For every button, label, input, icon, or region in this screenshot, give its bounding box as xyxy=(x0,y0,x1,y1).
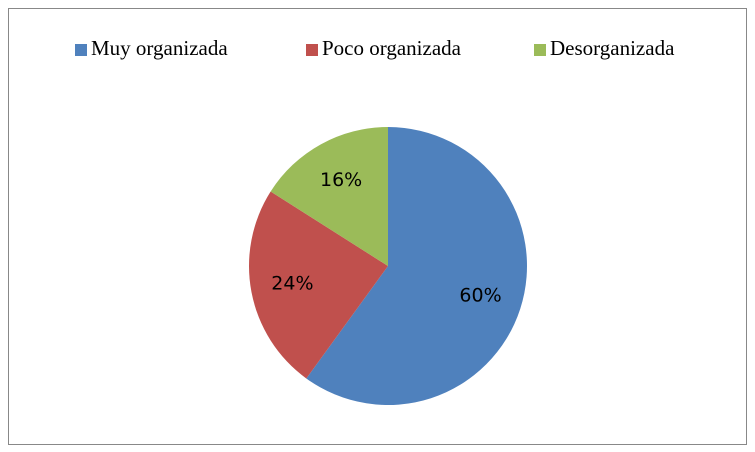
pie-slice xyxy=(249,191,388,379)
pie-slice xyxy=(306,127,528,406)
legend-label: Desorganizada xyxy=(550,36,675,60)
legend-swatch xyxy=(306,44,318,56)
legend-label: Poco organizada xyxy=(322,36,462,60)
legend-swatch xyxy=(75,44,87,56)
legend-swatch xyxy=(534,44,546,56)
legend-label: Muy organizada xyxy=(91,36,228,60)
data-label: 16% xyxy=(320,169,362,191)
data-label: 60% xyxy=(459,285,501,307)
pie-slice xyxy=(270,127,388,266)
data-label: 24% xyxy=(271,273,313,295)
